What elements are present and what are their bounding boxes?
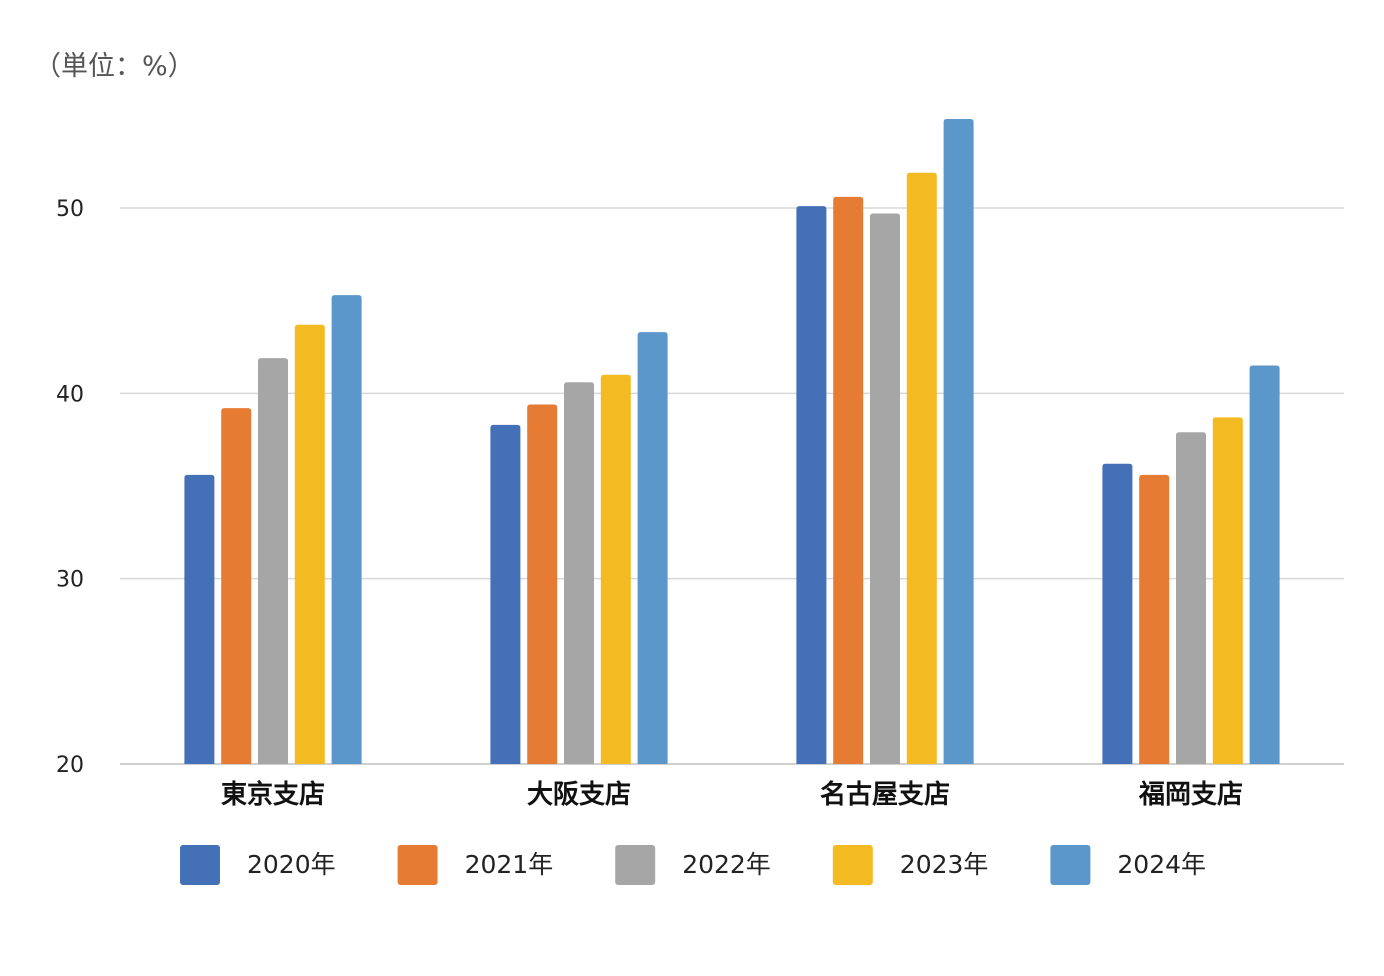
legend-label: 2022年 (682, 850, 771, 879)
bar (833, 196, 864, 764)
legend: 2020年 2021年 2022年 2023年 2024年 (180, 845, 1206, 885)
category-label: 名古屋支店 (820, 779, 950, 810)
bar (906, 172, 937, 764)
legend-label: 2020年 (247, 850, 336, 879)
bar (184, 474, 215, 764)
legend-label: 2021年 (465, 850, 554, 879)
legend-swatch (1050, 845, 1091, 885)
bars (184, 119, 1280, 765)
y-tick-label: 30 (56, 568, 84, 593)
bar (796, 206, 827, 764)
legend-label: 2024年 (1117, 850, 1206, 879)
bar (1139, 474, 1170, 764)
legend-swatch (615, 845, 656, 885)
y-tick-label: 40 (56, 382, 84, 407)
bar (1212, 417, 1243, 764)
legend-label: 2023年 (900, 850, 989, 879)
category-labels: 東京支店 大阪支店 名古屋支店 福岡支店 (221, 779, 1243, 810)
bar (1249, 365, 1280, 764)
y-tick-label: 20 (56, 753, 84, 778)
bar (527, 404, 558, 764)
legend-swatch (832, 845, 873, 885)
bar (490, 424, 521, 764)
bar (600, 374, 631, 764)
bar (564, 382, 594, 764)
category-label: 福岡支店 (1138, 780, 1243, 810)
category-label: 大阪支店 (527, 780, 631, 810)
bar (258, 358, 288, 764)
legend-swatch (180, 845, 220, 885)
unit-label: （単位：%） (34, 51, 195, 82)
category-label: 東京支店 (221, 779, 325, 810)
bar (1176, 432, 1206, 764)
bar (331, 295, 362, 764)
legend-swatch (397, 845, 438, 885)
bar (294, 324, 325, 764)
bar (943, 119, 974, 765)
y-tick-label: 50 (56, 197, 84, 222)
y-axis-ticks: 20 30 40 50 (56, 197, 84, 778)
bar (870, 213, 900, 764)
bar (1102, 463, 1133, 764)
bar (637, 332, 668, 764)
bar (221, 408, 252, 764)
